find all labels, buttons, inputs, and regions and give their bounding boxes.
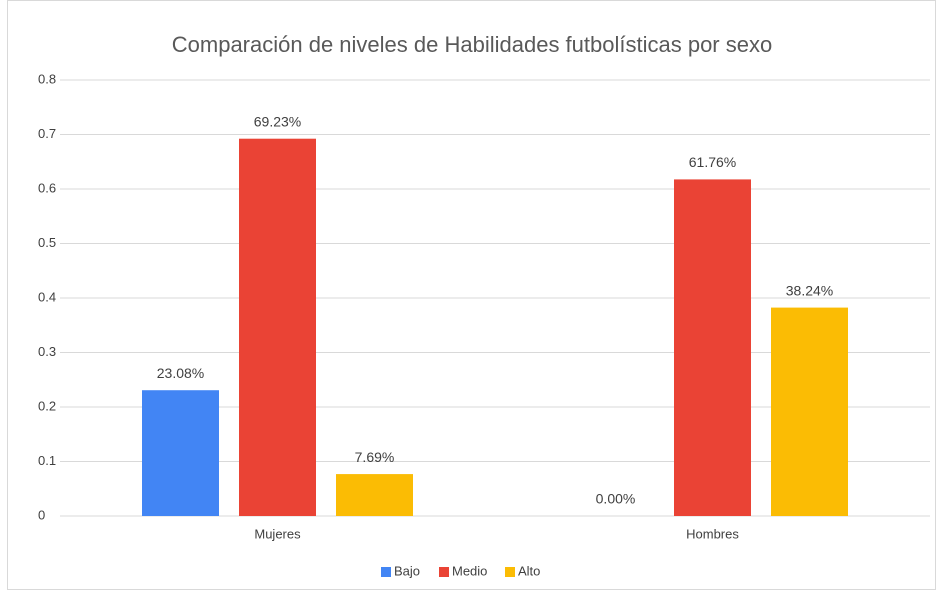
y-tick-label: 0.5 (38, 235, 56, 250)
y-tick-label: 0.2 (38, 398, 56, 413)
data-label: 38.24% (786, 282, 833, 298)
legend-swatch (505, 567, 515, 577)
bar (142, 390, 219, 516)
legend-label: Alto (518, 563, 540, 578)
y-tick-label: 0.8 (38, 71, 56, 86)
bar (239, 138, 316, 516)
data-label: 61.76% (689, 154, 736, 170)
chart-title: Comparación de niveles de Habilidades fu… (172, 32, 772, 57)
legend-label: Medio (452, 563, 487, 578)
y-tick-label: 0.7 (38, 126, 56, 141)
data-label: 7.69% (355, 449, 395, 465)
x-tick-label: Hombres (686, 526, 739, 541)
y-tick-label: 0 (38, 507, 45, 522)
legend-swatch (439, 567, 449, 577)
data-label: 69.23% (254, 113, 301, 129)
y-tick-label: 0.3 (38, 344, 56, 359)
x-tick-label: Mujeres (254, 526, 301, 541)
bar (771, 307, 848, 516)
data-label: 0.00% (596, 491, 636, 507)
y-tick-label: 0.1 (38, 453, 56, 468)
y-tick-label: 0.6 (38, 180, 56, 195)
bar (674, 179, 751, 516)
legend-label: Bajo (394, 563, 420, 578)
data-label: 23.08% (157, 365, 204, 381)
bar (336, 474, 413, 516)
legend-swatch (381, 567, 391, 577)
y-tick-label: 0.4 (38, 289, 56, 304)
